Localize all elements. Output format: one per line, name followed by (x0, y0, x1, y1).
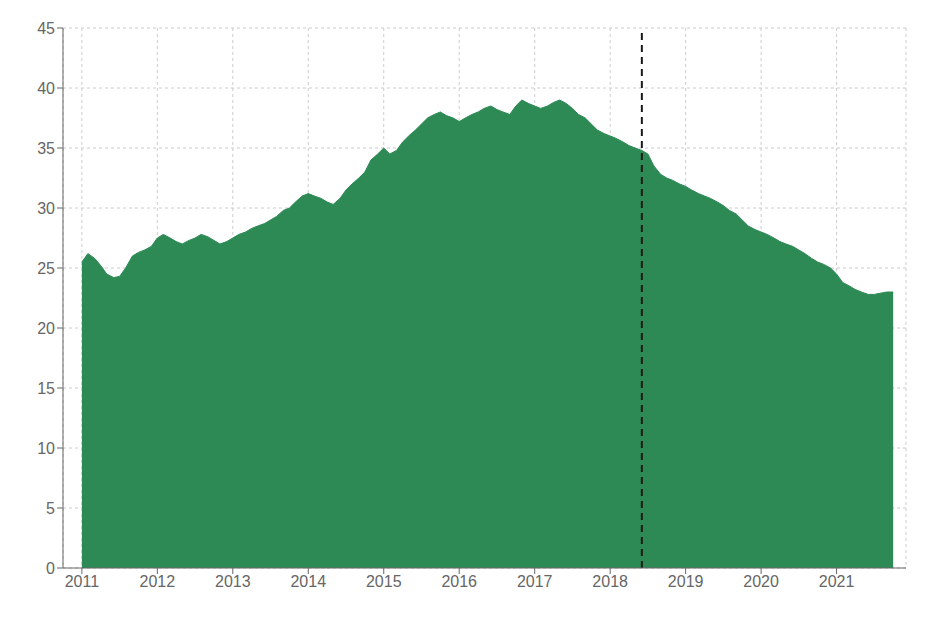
svg-text:2012: 2012 (140, 573, 176, 590)
svg-text:2013: 2013 (215, 573, 251, 590)
svg-text:25: 25 (37, 260, 55, 277)
svg-text:5: 5 (46, 500, 55, 517)
svg-text:15: 15 (37, 380, 55, 397)
svg-text:2014: 2014 (290, 573, 326, 590)
svg-text:2021: 2021 (819, 573, 855, 590)
svg-text:35: 35 (37, 140, 55, 157)
svg-text:2018: 2018 (592, 573, 628, 590)
svg-text:45: 45 (37, 20, 55, 37)
svg-text:20: 20 (37, 320, 55, 337)
svg-text:0: 0 (46, 560, 55, 577)
svg-text:30: 30 (37, 200, 55, 217)
svg-text:2016: 2016 (441, 573, 477, 590)
svg-text:2019: 2019 (668, 573, 704, 590)
svg-text:2015: 2015 (366, 573, 402, 590)
svg-text:2017: 2017 (517, 573, 553, 590)
svg-text:40: 40 (37, 80, 55, 97)
svg-text:2020: 2020 (743, 573, 779, 590)
svg-text:10: 10 (37, 440, 55, 457)
svg-text:2011: 2011 (65, 573, 100, 590)
